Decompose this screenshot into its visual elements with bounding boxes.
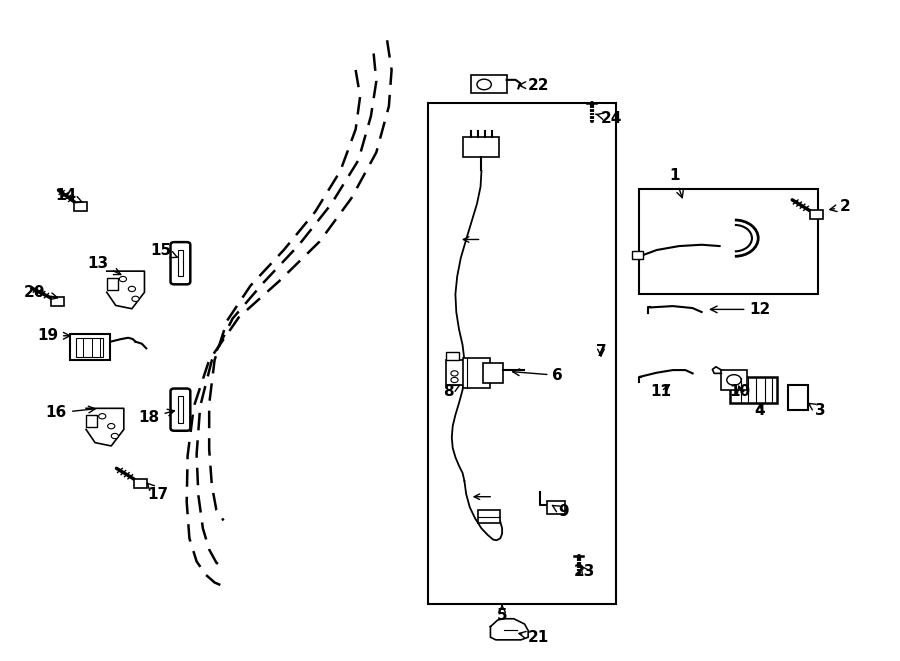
Text: 14: 14: [55, 188, 82, 203]
Text: 24: 24: [596, 110, 623, 126]
Circle shape: [129, 286, 136, 292]
Circle shape: [112, 434, 119, 439]
Bar: [464, 358, 490, 388]
Bar: [428, 103, 616, 604]
Text: 2: 2: [830, 199, 850, 214]
Bar: [471, 75, 507, 93]
Bar: [788, 385, 807, 410]
Text: 3: 3: [808, 403, 825, 418]
Text: 12: 12: [710, 302, 770, 317]
Circle shape: [451, 371, 458, 376]
Bar: [86, 415, 97, 427]
Text: 23: 23: [574, 564, 596, 579]
Bar: [51, 297, 64, 306]
Text: 22: 22: [519, 77, 549, 93]
Bar: [547, 500, 565, 514]
Text: 7: 7: [596, 344, 607, 359]
Text: 6: 6: [513, 368, 563, 383]
Bar: [75, 202, 87, 211]
Bar: [134, 479, 147, 488]
Circle shape: [727, 375, 742, 385]
Circle shape: [132, 296, 140, 301]
Bar: [810, 210, 823, 219]
FancyBboxPatch shape: [170, 389, 190, 431]
Bar: [633, 251, 643, 259]
Bar: [464, 137, 500, 157]
Bar: [70, 334, 111, 360]
Text: 18: 18: [139, 409, 175, 425]
Text: 4: 4: [755, 403, 765, 418]
Circle shape: [108, 424, 115, 429]
Bar: [177, 397, 183, 423]
Polygon shape: [107, 271, 145, 309]
Text: 8: 8: [443, 383, 460, 399]
Polygon shape: [86, 408, 124, 446]
Bar: [478, 510, 500, 523]
Bar: [731, 377, 777, 403]
Circle shape: [120, 276, 127, 282]
Text: 1: 1: [670, 168, 683, 198]
Text: 11: 11: [651, 383, 671, 399]
Bar: [76, 338, 104, 357]
Bar: [107, 278, 118, 290]
Polygon shape: [491, 619, 528, 640]
Text: 21: 21: [519, 630, 549, 644]
Circle shape: [99, 414, 106, 419]
Circle shape: [477, 79, 491, 90]
Text: 10: 10: [730, 383, 751, 399]
Bar: [446, 352, 459, 360]
Bar: [483, 364, 503, 383]
Text: 17: 17: [148, 483, 168, 502]
FancyBboxPatch shape: [170, 242, 190, 284]
Circle shape: [451, 377, 458, 383]
Text: 20: 20: [24, 285, 58, 299]
Text: 5: 5: [497, 605, 508, 623]
Text: 16: 16: [46, 405, 95, 420]
Bar: [177, 250, 183, 276]
Bar: [446, 360, 471, 385]
Bar: [639, 188, 818, 294]
Text: 19: 19: [37, 329, 70, 343]
Text: 13: 13: [87, 256, 121, 274]
Bar: [722, 370, 746, 390]
Text: 15: 15: [150, 243, 177, 258]
Text: 9: 9: [553, 504, 569, 520]
